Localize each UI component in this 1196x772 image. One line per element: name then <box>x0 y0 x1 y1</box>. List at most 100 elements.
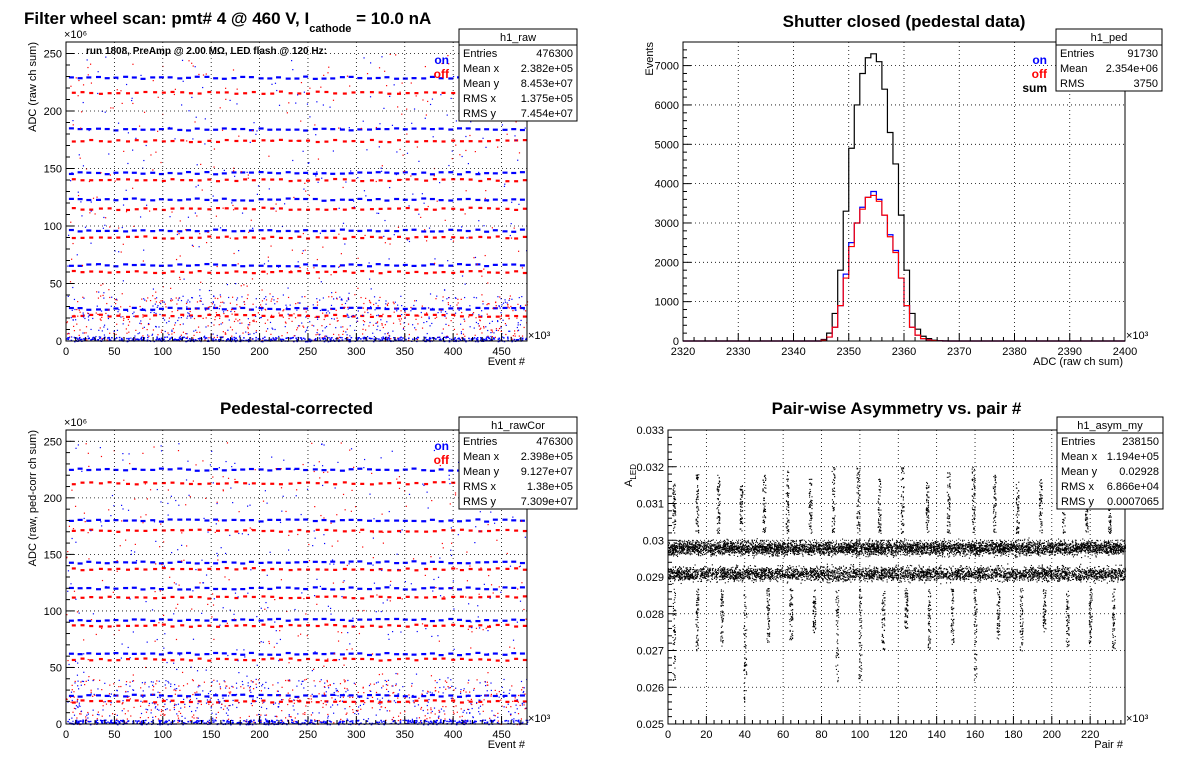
rawcor-scatter-point <box>92 695 94 697</box>
raw-scatter-point <box>108 289 110 291</box>
raw-scatter-point <box>94 213 96 215</box>
rawcor-scatter-point <box>250 680 252 682</box>
raw-scatter-point <box>317 158 320 160</box>
raw-off-mark <box>98 207 103 210</box>
raw-on-mark <box>519 264 525 267</box>
rawcor-on-mark <box>384 560 390 563</box>
raw-baseline-point <box>378 338 380 340</box>
rawcor-on-mark <box>502 518 508 521</box>
raw-baseline-point <box>349 340 352 343</box>
raw-scatter-point <box>434 258 436 260</box>
rawcor-scatter-point <box>451 587 454 589</box>
raw-scatter-point <box>487 282 489 284</box>
raw-off-mark <box>161 271 166 275</box>
raw-off-mark <box>451 178 456 181</box>
rawcor-scatter-point <box>484 681 486 683</box>
rawcor-on-mark <box>375 561 381 564</box>
rawcor-off-mark <box>522 529 527 533</box>
raw-baseline-point <box>183 336 185 339</box>
rawcor-scatter-point <box>122 453 124 455</box>
rawcor-scatter-point <box>337 640 340 642</box>
rawcor-on-mark <box>150 468 156 472</box>
raw-off-mark <box>107 271 112 274</box>
raw-scatter-point <box>381 324 383 326</box>
rawcor-scatter-point <box>397 693 399 695</box>
rawcor-scatter-point <box>482 629 484 631</box>
raw-scatter-point <box>440 94 442 96</box>
raw-baseline-point <box>285 337 288 340</box>
raw-scatter-point <box>361 333 364 335</box>
rawcor-scatter-point <box>79 705 81 708</box>
raw-scatter-point <box>191 96 193 99</box>
rawcor-scatter-point <box>218 700 220 702</box>
raw-on-mark <box>519 128 525 132</box>
raw-scatter-point <box>508 307 510 309</box>
raw-scatter-point <box>491 227 493 229</box>
rawcor-scatter-point <box>391 450 393 452</box>
rawcor-scatter-point <box>337 690 339 693</box>
rawcor-scatter-point <box>211 616 213 618</box>
raw-scatter-point <box>73 330 76 332</box>
raw-baseline-point <box>140 339 143 341</box>
raw-on-mark <box>158 229 164 232</box>
raw-off-mark <box>315 208 320 211</box>
raw-on-mark <box>194 127 200 130</box>
rawcor-scatter-point <box>189 719 191 722</box>
raw-off-mark <box>522 235 527 239</box>
raw-baseline-point <box>322 338 325 341</box>
raw-off-mark <box>188 140 193 144</box>
rawcor-scatter-point <box>426 704 428 707</box>
raw-scatter-point <box>73 298 76 301</box>
raw-off-mark <box>98 179 103 182</box>
raw-scatter-point <box>79 157 81 159</box>
raw-scatter-point <box>232 204 234 207</box>
raw-scatter-point <box>339 127 342 129</box>
rawcor-on-mark <box>484 588 490 591</box>
rawcor-scatter-point <box>512 516 514 518</box>
raw-scatter-point <box>111 296 113 298</box>
raw-on-mark <box>429 308 435 311</box>
raw-on-mark <box>248 264 254 267</box>
rawcor-off-mark <box>432 481 437 484</box>
raw-scatter-point <box>133 225 135 227</box>
raw-scatter-point <box>100 310 103 312</box>
rawcor-scatter-point <box>321 443 323 446</box>
raw-on-mark <box>429 230 435 233</box>
raw-off-mark <box>405 140 410 143</box>
raw-scatter-point <box>199 300 201 302</box>
raw-scatter-point <box>304 331 307 333</box>
raw-off-mark <box>378 272 383 275</box>
raw-scatter-point <box>174 138 176 140</box>
rawcor-on-mark <box>384 468 390 471</box>
raw-scatter-point <box>340 299 342 301</box>
rawcor-off-mark <box>297 596 302 599</box>
rawcor-on-mark <box>131 618 137 621</box>
rawcor-off-mark <box>224 566 229 570</box>
rawcor-scatter-point <box>110 693 113 695</box>
raw-scatter-point <box>120 90 122 92</box>
raw-on-mark <box>519 228 525 231</box>
raw-off-mark <box>251 179 256 182</box>
raw-scatter-point <box>247 324 249 326</box>
raw-baseline-point <box>382 336 385 338</box>
rawcor-on-mark <box>475 694 481 698</box>
rawcor-scatter-point <box>109 696 112 698</box>
raw-scatter-point <box>401 313 403 316</box>
rawcor-off-mark <box>234 658 239 661</box>
rawcor-off-mark <box>261 569 266 572</box>
rawcor-scatter-point <box>298 680 300 682</box>
rawcor-scatter-point <box>327 713 329 716</box>
raw-on-mark <box>492 263 498 266</box>
raw-scatter-point <box>196 331 198 334</box>
raw-scatter-point <box>84 317 86 320</box>
rawcor-off-mark <box>487 700 492 703</box>
rawcor-on-mark <box>492 588 498 591</box>
rawcor-scatter-point <box>83 653 85 655</box>
raw-off-mark <box>161 91 166 94</box>
rawcor-off-mark <box>405 657 410 660</box>
raw-scatter-point <box>228 319 230 321</box>
raw-scatter-point <box>266 273 268 275</box>
raw-scatter-point <box>122 316 124 318</box>
rawcor-scatter-point <box>381 697 384 699</box>
rawcor-off-mark <box>495 623 500 627</box>
